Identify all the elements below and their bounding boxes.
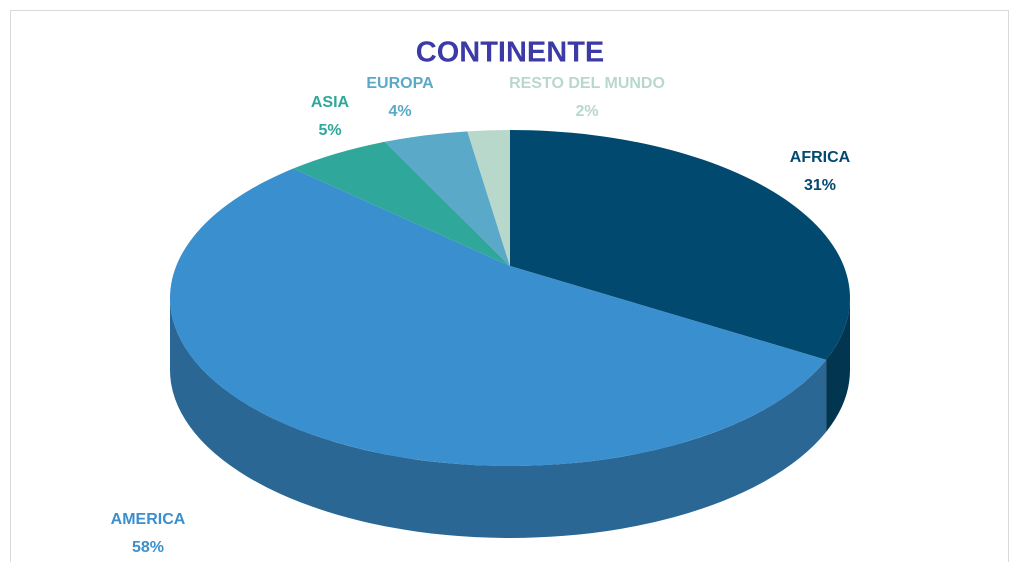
- data-label-name: AMERICA: [111, 511, 186, 528]
- data-label-name: RESTO DEL MUNDO: [509, 75, 665, 92]
- slice: [510, 130, 851, 360]
- data-label-value: 58%: [132, 539, 164, 556]
- slice: [467, 130, 510, 266]
- data-label-value: 4%: [388, 103, 411, 120]
- data-label-name: EUROPA: [366, 75, 434, 92]
- data-label-value: 5%: [318, 122, 341, 139]
- data-label-name: AFRICA: [790, 149, 851, 166]
- slice: [170, 168, 827, 466]
- slice: [384, 131, 510, 266]
- data-label-name: ASIA: [311, 94, 350, 111]
- slice-side: [826, 298, 850, 432]
- slice: [293, 141, 510, 266]
- data-label-value: 2%: [575, 103, 598, 120]
- data-label-value: 31%: [804, 177, 836, 194]
- slice-side: [170, 298, 827, 539]
- chart-title: CONTINENTE: [416, 37, 605, 69]
